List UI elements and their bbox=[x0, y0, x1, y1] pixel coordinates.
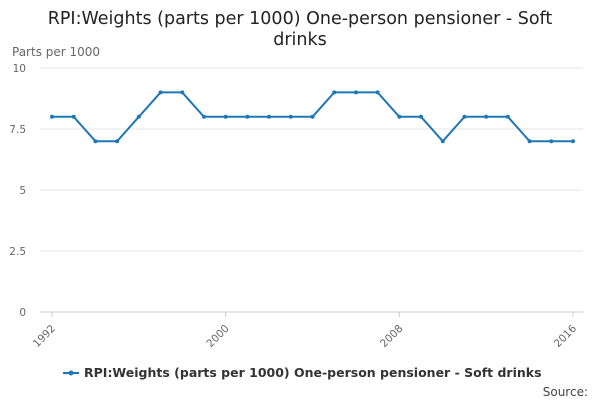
y-tick-label: 10 bbox=[13, 63, 26, 75]
x-tick-label: 1992 bbox=[31, 323, 58, 350]
x-tick-label: 2008 bbox=[378, 323, 405, 350]
data-point[interactable] bbox=[505, 114, 510, 119]
data-point[interactable] bbox=[50, 114, 54, 119]
data-point[interactable] bbox=[397, 114, 402, 119]
data-point[interactable] bbox=[527, 139, 532, 144]
y-tick-label: 0 bbox=[19, 307, 26, 319]
x-tick-label: 2016 bbox=[552, 322, 580, 350]
data-point[interactable] bbox=[549, 139, 554, 144]
data-point[interactable] bbox=[158, 90, 163, 95]
y-tick-label: 5 bbox=[19, 185, 26, 197]
chart-title-line-1: RPI:Weights (parts per 1000) One-person … bbox=[48, 9, 553, 29]
legend[interactable]: RPI:Weights (parts per 1000) One-person … bbox=[63, 365, 542, 380]
data-point[interactable] bbox=[462, 114, 467, 119]
data-point[interactable] bbox=[245, 114, 250, 119]
data-point[interactable] bbox=[375, 90, 380, 95]
y-axis-title: Parts per 1000 bbox=[12, 45, 100, 59]
grid-lines bbox=[40, 67, 583, 252]
data-point[interactable] bbox=[267, 114, 272, 119]
x-axis-ticks: 1992 2000 2008 2016 bbox=[31, 312, 580, 350]
data-point[interactable] bbox=[136, 114, 141, 119]
series-group bbox=[50, 90, 575, 144]
y-tick-label: 2.5 bbox=[9, 246, 26, 258]
y-tick-label: 7.5 bbox=[9, 124, 26, 136]
legend-label: RPI:Weights (parts per 1000) One-person … bbox=[84, 365, 542, 380]
data-point[interactable] bbox=[419, 114, 424, 119]
chart-title-group: RPI:Weights (parts per 1000) One-person … bbox=[48, 9, 553, 50]
data-point[interactable] bbox=[93, 139, 98, 144]
data-point[interactable] bbox=[332, 90, 337, 95]
y-axis-ticks: 0 2.5 5 7.5 10 bbox=[9, 63, 26, 319]
data-point[interactable] bbox=[288, 114, 293, 119]
data-point[interactable] bbox=[223, 114, 228, 119]
x-tick-label: 2000 bbox=[204, 323, 231, 350]
data-point[interactable] bbox=[115, 139, 120, 144]
chart-title: RPI:Weights (parts per 1000) One-person … bbox=[48, 9, 553, 50]
legend-swatch-dot bbox=[68, 370, 74, 376]
data-point[interactable] bbox=[180, 90, 185, 95]
source-label: Source: bbox=[543, 385, 588, 399]
data-point[interactable] bbox=[310, 114, 315, 119]
data-point[interactable] bbox=[440, 139, 445, 144]
data-point[interactable] bbox=[571, 139, 575, 144]
data-point[interactable] bbox=[353, 90, 358, 95]
chart-title-line-2: drinks bbox=[273, 30, 327, 50]
data-point[interactable] bbox=[71, 114, 76, 119]
data-point[interactable] bbox=[484, 114, 489, 119]
data-point[interactable] bbox=[201, 114, 206, 119]
